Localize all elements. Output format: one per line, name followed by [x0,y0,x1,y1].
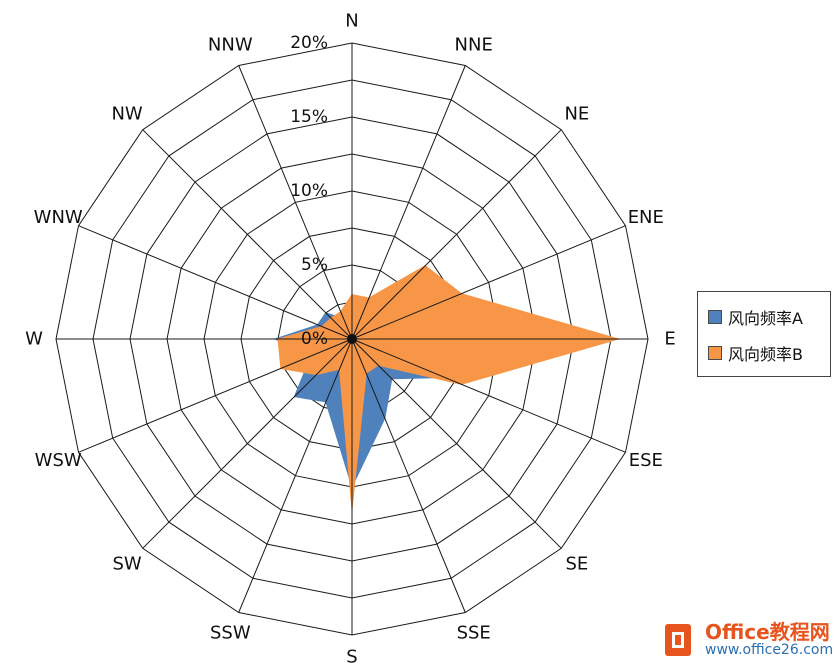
office-logo-icon [665,620,699,660]
legend-label-series-b: 风向频率B [728,345,803,364]
watermark: Office教程网 www.office26.com [665,616,833,664]
center-hub [347,334,357,344]
watermark-title-latin: Office [705,620,770,645]
direction-label-ne: NE [564,104,589,125]
legend-swatch-series-b [708,346,722,360]
radar-spoke [142,338,353,549]
direction-label-sw: SW [112,553,141,574]
direction-label-e: E [664,329,675,350]
direction-label-nw: NW [111,104,142,125]
direction-label-wsw: WSW [35,450,82,471]
legend-item-series-b: 风向频率B [708,342,803,364]
radar-spoke [351,129,562,340]
radar-spoke [351,225,626,340]
legend-label-series-a: 风向频率A [728,309,803,328]
direction-label-n: N [345,11,358,32]
direction-label-se: SE [565,553,588,574]
radar-spoke [78,338,353,453]
tick-label: 15% [290,107,328,127]
tick-label: 0% [301,329,328,349]
tick-label: 10% [290,181,328,201]
tick-labels: 0% 5% 10% 15% 20% [290,33,328,349]
legend-item-series-a: 风向频率A [708,306,803,328]
direction-label-ssw: SSW [210,622,251,643]
watermark-url: www.office26.com [705,642,834,659]
watermark-title-cn: 教程网 [769,620,830,645]
radar-spokes [56,43,648,635]
radar-spoke [351,338,562,549]
radar-spoke [351,338,466,613]
watermark-text: Office教程网 www.office26.com [705,622,833,658]
direction-label-ese: ESE [629,450,663,471]
legend: 风向频率A 风向频率B [697,291,831,377]
direction-label-sse: SSE [457,622,491,643]
radar-spoke [238,65,353,340]
radar-spoke [238,338,353,613]
direction-label-nne: NNE [455,35,493,56]
direction-label-s: S [346,647,357,668]
direction-label-w: W [25,329,43,350]
radar-spoke [142,129,353,340]
tick-label: 5% [301,255,328,275]
direction-label-nnw: NNW [208,35,253,56]
legend-swatch-series-a [708,310,722,324]
direction-label-ene: ENE [628,207,664,228]
tick-label: 20% [290,33,328,53]
radar-spoke [78,225,353,340]
direction-labels: N NNE NE ENE E ESE SE SSE S SSW SW WSW W WNW NW NNW [25,11,676,668]
direction-label-wnw: WNW [34,207,83,228]
radar-spoke [351,338,626,453]
radar-spoke [351,65,466,340]
watermark-title: Office教程网 [705,622,833,643]
